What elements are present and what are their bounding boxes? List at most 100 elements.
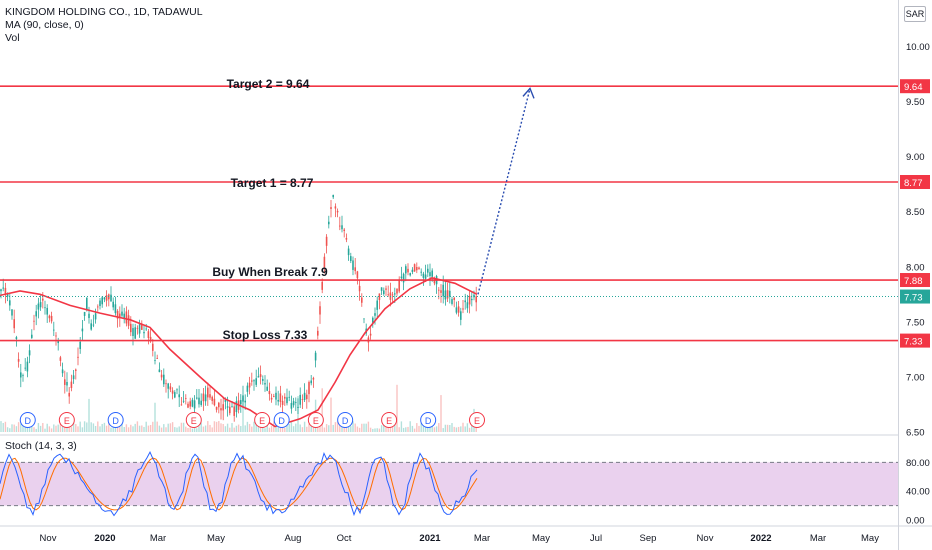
candle-body: [215, 406, 218, 410]
price-axis: 10.00 9.50 9.00 8.50 8.00 7.50 7.00 6.50: [906, 42, 930, 438]
candle-body: [46, 307, 48, 315]
candle-body: [297, 406, 299, 408]
stoch-indicator-label[interactable]: Stoch (14, 3, 3): [5, 440, 77, 452]
last-price-tag: [900, 289, 930, 304]
volume-bar: [264, 428, 266, 432]
event-marker-label: D: [112, 416, 119, 426]
candle-body: [455, 307, 458, 313]
candle-body: [9, 300, 11, 306]
volume-bar: [270, 425, 273, 432]
volume-bar: [0, 421, 2, 432]
event-marker-E: [254, 412, 271, 428]
volume-bar: [303, 421, 306, 432]
candle-body: [169, 386, 172, 390]
candle-body: [235, 401, 238, 413]
candle-body: [178, 394, 180, 398]
candle-body: [299, 394, 301, 405]
event-marker-E: [307, 412, 324, 428]
volume-bar: [350, 426, 352, 432]
volume-bar: [389, 425, 392, 432]
volume-bar: [103, 422, 106, 432]
currency-button[interactable]: SAR: [904, 6, 926, 22]
volume-bar: [369, 427, 372, 432]
candle-body: [110, 294, 112, 302]
candle-body: [341, 225, 343, 230]
ma-indicator-label[interactable]: MA (90, close, 0): [5, 19, 84, 31]
volume-bar: [440, 395, 442, 432]
candle-body: [457, 306, 460, 313]
candle-body: [345, 238, 348, 240]
volume-bar: [158, 425, 161, 432]
level-tag-stop: [900, 333, 930, 348]
volume-bar: [455, 427, 458, 432]
level-tag-buy: [900, 273, 930, 288]
stoch-tick-label: 0.00: [906, 516, 925, 527]
volume-bar: [306, 426, 308, 432]
volume-bar: [444, 424, 447, 432]
candle-body: [81, 328, 84, 332]
volume-bar: [88, 398, 90, 432]
volume-bar: [24, 424, 26, 432]
volume-bar: [367, 421, 370, 432]
candle-body: [125, 311, 128, 324]
candle-body: [198, 397, 200, 405]
candle-body: [20, 372, 22, 378]
volume-bar: [317, 428, 319, 432]
volume-bar: [244, 425, 246, 432]
volume-bar: [429, 427, 431, 432]
volume-bar: [233, 427, 235, 432]
candle-body: [339, 225, 341, 227]
volume-bar: [240, 426, 242, 432]
volume-bar: [224, 426, 227, 432]
candle-body: [116, 310, 119, 319]
volume-bar: [268, 427, 271, 432]
candle-body: [369, 333, 372, 336]
volume-bar: [435, 426, 438, 432]
volume-bar: [198, 426, 200, 432]
event-marker-label: E: [259, 416, 265, 426]
candle-body: [224, 400, 227, 402]
event-marker-label: E: [313, 416, 319, 426]
level-tag-target2: [900, 79, 930, 94]
candle-body: [374, 313, 376, 316]
candle-body: [229, 406, 231, 414]
candle-body: [246, 385, 249, 392]
symbol-title[interactable]: KINGDOM HOLDING CO., 1D, TADAWUL: [5, 6, 203, 18]
volume-bar: [182, 422, 185, 432]
candle-body: [378, 293, 381, 301]
candle-body: [277, 399, 279, 402]
candle-body: [48, 315, 51, 319]
candle-body: [28, 350, 31, 356]
volume-bar: [121, 423, 123, 432]
volume-bar: [319, 425, 321, 432]
candle-body: [143, 331, 145, 334]
candle-body: [361, 297, 363, 303]
candle-body: [352, 260, 354, 270]
volume-bar: [363, 423, 365, 432]
volume-indicator-label[interactable]: Vol: [5, 32, 20, 44]
candle-body: [405, 266, 407, 274]
volume-bar: [193, 426, 196, 432]
volume-bar: [64, 427, 66, 432]
time-tick-label: Nov: [697, 533, 714, 544]
candle-body: [372, 317, 374, 323]
level-label-buy: 7.88: [904, 276, 923, 287]
candle-body: [136, 327, 139, 329]
candle-body: [409, 273, 411, 276]
volume-bar: [68, 424, 70, 432]
volume-bar: [176, 427, 178, 432]
volume-bar: [125, 424, 128, 432]
volume-bar: [323, 427, 326, 432]
candle-body: [301, 399, 304, 400]
candle-body: [325, 236, 328, 246]
candle-body: [464, 300, 466, 303]
volume-bar: [336, 421, 339, 432]
candle-body: [121, 311, 123, 316]
time-axis: Nov 2020 Mar May Aug Oct 2021 Mar May Jul Sep Nov 20…: [40, 533, 880, 544]
candle-body: [279, 393, 282, 402]
event-marker-E: [185, 412, 202, 428]
candle-body: [2, 287, 4, 289]
volume-bar: [156, 421, 158, 432]
volume-bar: [411, 425, 414, 432]
